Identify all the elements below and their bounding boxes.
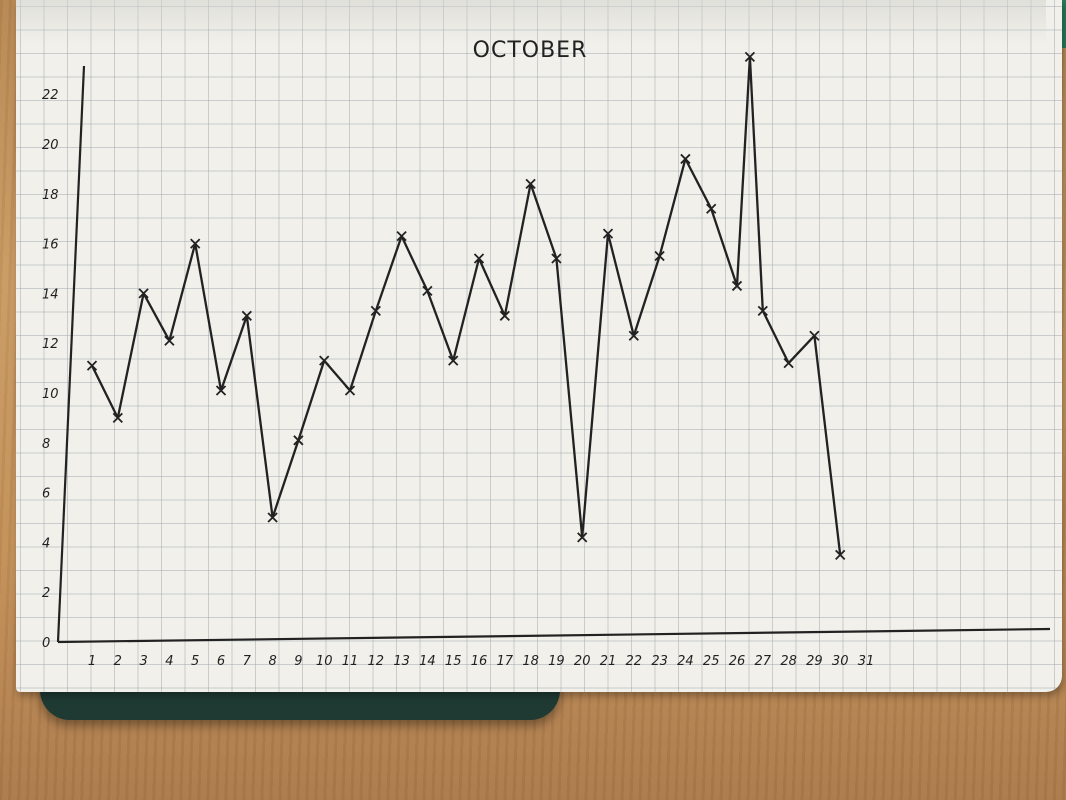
x-tick-label: 7	[243, 654, 252, 669]
x-tick-label: 16	[471, 654, 488, 669]
y-axis	[56, 65, 86, 643]
x-tick-label: 6	[217, 654, 225, 669]
data-point-marker	[138, 288, 149, 299]
x-tick-label: 27	[755, 654, 772, 669]
x-tick-label: 19	[548, 654, 565, 669]
data-point-marker	[783, 357, 794, 369]
data-point-marker	[654, 250, 665, 262]
data-point-marker	[525, 178, 536, 189]
series-line	[90, 55, 842, 556]
x-tick-label: 12	[368, 654, 385, 669]
y-tick-label: 22	[42, 88, 59, 103]
data-point-marker	[835, 549, 846, 560]
x-tick-label: 21	[600, 654, 617, 669]
data-point-marker	[319, 355, 330, 366]
x-tick-label: 5	[191, 654, 199, 669]
data-point-marker	[757, 305, 768, 316]
x-tick-label: 20	[574, 654, 591, 669]
x-tick-label: 17	[497, 654, 514, 669]
data-point-marker	[628, 330, 639, 341]
y-tick-label: 4	[42, 536, 50, 551]
data-point-marker	[293, 435, 304, 446]
x-tick-label: 3	[139, 654, 147, 669]
data-point-marker	[112, 412, 123, 424]
y-tick-label: 8	[42, 437, 50, 452]
data-point-marker	[86, 360, 98, 371]
data-point-marker	[473, 253, 485, 264]
page-shadow	[16, 0, 1046, 44]
x-axis	[57, 627, 1051, 644]
x-tick-label: 10	[316, 654, 333, 669]
data-point-marker	[396, 230, 407, 242]
data-point-marker	[422, 285, 433, 297]
graph-paper-page	[16, 0, 1062, 692]
data-point-marker	[448, 355, 459, 366]
x-tick-label: 23	[651, 654, 668, 669]
data-point-marker	[215, 385, 227, 396]
data-point-marker	[164, 335, 175, 346]
data-point-marker	[370, 305, 381, 316]
data-point-marker	[499, 310, 510, 321]
y-tick-label: 0	[42, 636, 50, 651]
y-tick-labels: 0 2 4 6 8 10 12 14 16 18 20 22	[42, 88, 59, 651]
x-tick-label: 11	[342, 654, 359, 669]
data-point-marker	[602, 228, 614, 239]
data-point-marker	[190, 238, 201, 249]
x-tick-label: 15	[445, 654, 462, 669]
y-tick-label: 14	[42, 287, 59, 302]
data-point-marker	[267, 512, 278, 523]
x-tick-label: 8	[268, 654, 276, 669]
x-tick-label: 9	[294, 654, 302, 669]
data-point-marker	[344, 385, 356, 396]
x-tick-label: 26	[729, 654, 746, 669]
data-point-marker	[744, 51, 756, 62]
x-tick-label: 28	[780, 654, 797, 669]
data-point-marker	[706, 203, 717, 214]
x-tick-label: 29	[806, 654, 823, 669]
x-tick-label: 4	[165, 654, 173, 669]
chart-title: OCTOBER	[473, 38, 588, 63]
y-tick-label: 18	[42, 188, 59, 203]
x-tick-label: 14	[419, 654, 436, 669]
data-markers	[86, 51, 846, 560]
y-tick-label: 20	[42, 138, 59, 153]
x-tick-label: 1	[88, 654, 96, 669]
data-point-marker	[241, 310, 252, 321]
data-point-marker	[809, 330, 820, 341]
x-tick-label: 18	[522, 654, 539, 669]
data-point-marker	[731, 280, 743, 292]
y-tick-label: 6	[42, 487, 50, 502]
x-tick-labels: 1 2 3 4 5 6 7 8 9 10 11 12 13 14 15 16 17 18 19 20 21 22 23 24 2…	[88, 654, 874, 669]
x-tick-label: 25	[703, 654, 720, 669]
data-point-marker	[680, 153, 691, 165]
data-point-marker	[551, 253, 562, 264]
x-tick-label: 24	[677, 654, 694, 669]
y-tick-label: 2	[42, 586, 50, 601]
x-tick-label: 30	[832, 654, 849, 669]
x-tick-label: 13	[393, 654, 410, 669]
x-tick-label: 22	[626, 654, 643, 669]
x-tick-label: 31	[858, 654, 875, 669]
y-tick-label: 16	[42, 238, 59, 253]
data-point-marker	[577, 532, 588, 543]
x-tick-label: 2	[114, 654, 122, 669]
y-tick-label: 12	[42, 337, 59, 352]
y-tick-label: 10	[42, 387, 59, 402]
